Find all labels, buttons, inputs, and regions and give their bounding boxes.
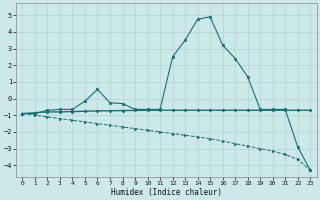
X-axis label: Humidex (Indice chaleur): Humidex (Indice chaleur) — [111, 188, 222, 197]
